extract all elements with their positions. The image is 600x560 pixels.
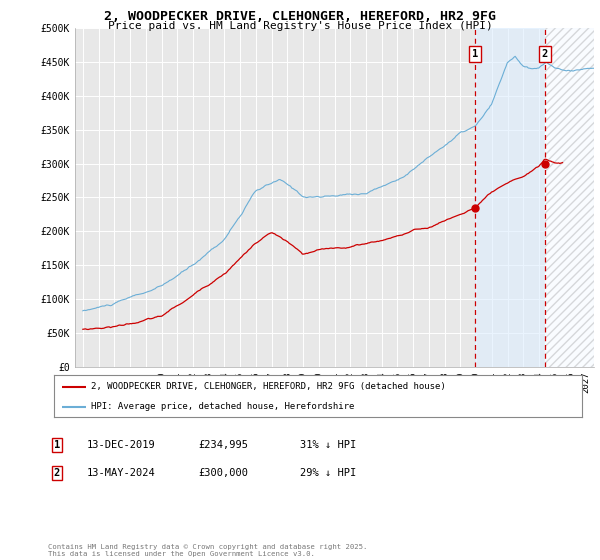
- Text: 2: 2: [542, 49, 548, 59]
- Text: 2, WOODPECKER DRIVE, CLEHONGER, HEREFORD, HR2 9FG (detached house): 2, WOODPECKER DRIVE, CLEHONGER, HEREFORD…: [91, 382, 446, 391]
- Text: 2, WOODPECKER DRIVE, CLEHONGER, HEREFORD, HR2 9FG: 2, WOODPECKER DRIVE, CLEHONGER, HEREFORD…: [104, 10, 496, 23]
- Text: £300,000: £300,000: [198, 468, 248, 478]
- Text: 29% ↓ HPI: 29% ↓ HPI: [300, 468, 356, 478]
- Bar: [475, 28, 545, 367]
- Text: Contains HM Land Registry data © Crown copyright and database right 2025.
This d: Contains HM Land Registry data © Crown c…: [48, 544, 367, 557]
- Text: 1: 1: [472, 49, 479, 59]
- Text: 2: 2: [54, 468, 60, 478]
- Text: 1: 1: [54, 440, 60, 450]
- Text: 31% ↓ HPI: 31% ↓ HPI: [300, 440, 356, 450]
- Text: £234,995: £234,995: [198, 440, 248, 450]
- Text: 13-MAY-2024: 13-MAY-2024: [87, 468, 156, 478]
- Bar: [545, 28, 594, 367]
- Bar: [545, 28, 594, 367]
- Bar: [545, 28, 594, 367]
- Text: HPI: Average price, detached house, Herefordshire: HPI: Average price, detached house, Here…: [91, 402, 355, 411]
- Text: 13-DEC-2019: 13-DEC-2019: [87, 440, 156, 450]
- Text: Price paid vs. HM Land Registry's House Price Index (HPI): Price paid vs. HM Land Registry's House …: [107, 21, 493, 31]
